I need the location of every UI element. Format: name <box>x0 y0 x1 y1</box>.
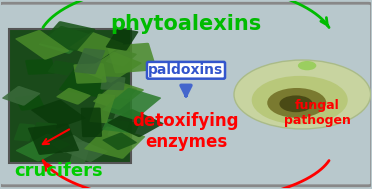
FancyBboxPatch shape <box>56 88 91 105</box>
Circle shape <box>298 61 316 70</box>
FancyBboxPatch shape <box>31 100 86 129</box>
FancyBboxPatch shape <box>83 52 142 83</box>
FancyBboxPatch shape <box>100 77 125 90</box>
FancyBboxPatch shape <box>106 49 137 67</box>
FancyBboxPatch shape <box>0 3 372 186</box>
Circle shape <box>279 95 312 112</box>
FancyBboxPatch shape <box>74 48 105 74</box>
FancyBboxPatch shape <box>89 94 115 123</box>
FancyBboxPatch shape <box>28 124 79 155</box>
FancyBboxPatch shape <box>59 69 114 97</box>
FancyBboxPatch shape <box>84 126 145 159</box>
FancyBboxPatch shape <box>39 26 92 54</box>
Circle shape <box>234 60 371 129</box>
FancyBboxPatch shape <box>93 81 144 110</box>
FancyArrowPatch shape <box>181 85 191 96</box>
FancyBboxPatch shape <box>102 132 137 150</box>
Text: paldoxins: paldoxins <box>148 63 224 77</box>
FancyBboxPatch shape <box>2 86 40 106</box>
FancyBboxPatch shape <box>40 21 95 51</box>
FancyBboxPatch shape <box>16 134 70 161</box>
FancyBboxPatch shape <box>102 88 161 120</box>
Text: fungal
pathogen: fungal pathogen <box>283 99 350 127</box>
FancyBboxPatch shape <box>73 63 107 84</box>
FancyBboxPatch shape <box>51 135 87 153</box>
FancyBboxPatch shape <box>48 60 76 75</box>
FancyBboxPatch shape <box>15 95 45 111</box>
Text: phytoalexins: phytoalexins <box>110 14 262 34</box>
FancyBboxPatch shape <box>30 122 57 145</box>
FancyBboxPatch shape <box>25 59 55 75</box>
Circle shape <box>252 76 348 124</box>
Text: detoxifying
enzymes: detoxifying enzymes <box>133 112 239 151</box>
FancyBboxPatch shape <box>9 29 131 163</box>
FancyBboxPatch shape <box>107 43 157 73</box>
FancyBboxPatch shape <box>102 119 140 134</box>
FancyBboxPatch shape <box>15 30 69 60</box>
Circle shape <box>267 88 326 118</box>
FancyBboxPatch shape <box>108 113 132 137</box>
FancyBboxPatch shape <box>14 123 35 141</box>
FancyBboxPatch shape <box>70 32 124 59</box>
FancyBboxPatch shape <box>108 109 164 137</box>
Text: crucifers: crucifers <box>14 162 103 180</box>
FancyBboxPatch shape <box>66 141 108 162</box>
FancyBboxPatch shape <box>105 84 137 99</box>
FancyBboxPatch shape <box>81 108 102 137</box>
FancyBboxPatch shape <box>106 28 138 51</box>
FancyBboxPatch shape <box>70 142 91 164</box>
